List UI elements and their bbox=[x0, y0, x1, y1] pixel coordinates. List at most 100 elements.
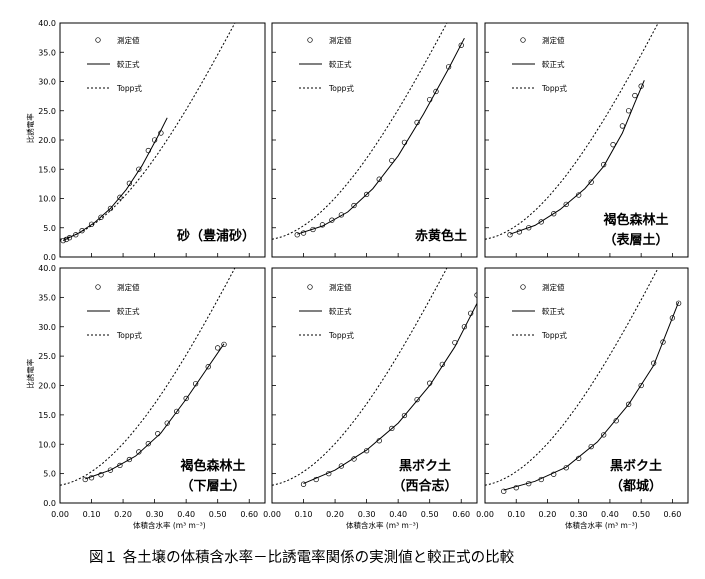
legend-label-fit: 較正式 bbox=[542, 306, 565, 316]
fit-curve bbox=[62, 117, 168, 242]
topp-curve bbox=[485, 268, 659, 486]
x-axis-title-2: 体積含水率 (m³ m⁻³) bbox=[346, 520, 419, 530]
data-point bbox=[576, 192, 582, 198]
data-point bbox=[376, 176, 382, 182]
data-point bbox=[468, 310, 474, 316]
data-point bbox=[126, 180, 133, 186]
data-point bbox=[501, 488, 507, 494]
x-axis-title-3: 体積含水率 (m³ m⁻³) bbox=[565, 520, 638, 530]
data-point bbox=[516, 229, 523, 235]
data-point bbox=[338, 212, 345, 218]
y-tick-label: 15.0 bbox=[38, 165, 56, 174]
data-point bbox=[351, 456, 357, 462]
y-tick-label: 5.0 bbox=[43, 224, 56, 233]
legend-marker-measured bbox=[520, 284, 526, 290]
panel-label-line1: 黒ボク土 bbox=[399, 458, 451, 474]
x-tick-label: 0.10 bbox=[295, 510, 313, 519]
topp-curve bbox=[272, 268, 448, 486]
data-point bbox=[458, 42, 464, 48]
legend-marker-measured bbox=[307, 284, 313, 290]
x-tick-label: 0.10 bbox=[83, 510, 101, 519]
data-point bbox=[414, 396, 420, 403]
panel-4: 0.0 5.0 10.0 15.0 20.0 25.0 30.0 35.0 40.0 0.00 0.… bbox=[25, 264, 266, 519]
data-point bbox=[638, 83, 644, 89]
topp-curve bbox=[272, 23, 448, 240]
data-point bbox=[660, 339, 666, 345]
data-point bbox=[79, 228, 85, 234]
plot-area bbox=[485, 268, 682, 494]
x-tick-label: 0.20 bbox=[539, 510, 557, 519]
x-tick-label: 0.30 bbox=[570, 510, 588, 519]
y-tick-label: 40.0 bbox=[38, 264, 56, 273]
legend-label-measured: 測定値 bbox=[329, 35, 352, 45]
legend-marker-measured bbox=[520, 37, 526, 43]
data-point bbox=[319, 222, 326, 228]
x-tick-label: 0.40 bbox=[601, 510, 619, 519]
y-tick-label: 0.0 bbox=[43, 499, 56, 508]
topp-curve bbox=[60, 268, 236, 486]
data-point bbox=[610, 142, 616, 148]
topp-curve bbox=[60, 23, 236, 240]
data-point bbox=[151, 137, 158, 143]
y-tick-label: 10.0 bbox=[38, 440, 56, 449]
legend-label-measured: 測定値 bbox=[329, 282, 352, 292]
y-tick-label: 20.0 bbox=[38, 136, 56, 145]
y-axis-title: 比誘電率 bbox=[25, 113, 35, 143]
legend-label-topp: Topp式 bbox=[328, 330, 354, 340]
y-tick-label: 25.0 bbox=[38, 107, 56, 116]
legend-label-fit: 較正式 bbox=[329, 306, 352, 316]
legend-marker-measured bbox=[307, 37, 313, 43]
data-point bbox=[474, 292, 477, 298]
data-point bbox=[66, 235, 73, 241]
panel-1: 0.0 5.0 10.0 15.0 20.0 25.0 30.0 35.0 40.0 比誘電率 測定… bbox=[25, 19, 266, 262]
fit-curve bbox=[297, 37, 465, 235]
x-tick-label: 0.00 bbox=[263, 510, 281, 519]
data-point bbox=[588, 443, 594, 450]
legend-label-topp: Topp式 bbox=[541, 330, 567, 340]
y-tick-label: 30.0 bbox=[38, 323, 56, 332]
data-point bbox=[433, 88, 439, 95]
figure-caption: 図１ 各土壌の体積含水率－比誘電率関係の実測値と較正式の比較 bbox=[89, 548, 515, 566]
data-point bbox=[439, 361, 445, 368]
data-point bbox=[427, 96, 433, 103]
data-point bbox=[513, 485, 519, 491]
data-point bbox=[183, 395, 189, 402]
data-point bbox=[98, 472, 104, 478]
data-point bbox=[326, 470, 332, 477]
topp-curve bbox=[485, 23, 659, 240]
y-tick-label: 10.0 bbox=[38, 195, 56, 204]
x-tick-label: 0.50 bbox=[421, 510, 439, 519]
data-point bbox=[389, 157, 395, 164]
data-point bbox=[588, 179, 594, 185]
panel-label-line1: 褐色森林土 bbox=[602, 212, 668, 228]
data-point bbox=[650, 360, 657, 366]
data-point bbox=[401, 139, 408, 145]
x-tick-label: 0.00 bbox=[476, 510, 494, 519]
panel-label-line1: 褐色森林土 bbox=[179, 458, 245, 474]
data-point bbox=[638, 382, 644, 389]
legend-label-measured: 測定値 bbox=[542, 35, 565, 45]
data-point bbox=[313, 476, 319, 483]
legend-label-fit: 較正式 bbox=[117, 306, 140, 316]
data-point bbox=[675, 300, 682, 306]
data-point bbox=[563, 465, 569, 471]
data-point bbox=[63, 236, 69, 243]
data-point bbox=[632, 92, 638, 99]
fit-curve bbox=[85, 343, 225, 480]
data-point bbox=[174, 408, 180, 415]
data-point bbox=[88, 221, 95, 227]
data-point bbox=[164, 420, 170, 426]
data-point bbox=[376, 438, 382, 444]
x-tick-label: 0.60 bbox=[240, 510, 258, 519]
legend-label-fit: 較正式 bbox=[117, 59, 140, 69]
legend-label-measured: 測定値 bbox=[117, 35, 140, 45]
panel-label: 砂（豊浦砂） bbox=[176, 228, 255, 244]
y-tick-label: 5.0 bbox=[43, 470, 56, 479]
data-point bbox=[363, 448, 370, 454]
data-point bbox=[107, 467, 114, 473]
data-point bbox=[60, 237, 66, 244]
legend-label-fit: 較正式 bbox=[329, 59, 352, 69]
data-point bbox=[389, 425, 395, 432]
